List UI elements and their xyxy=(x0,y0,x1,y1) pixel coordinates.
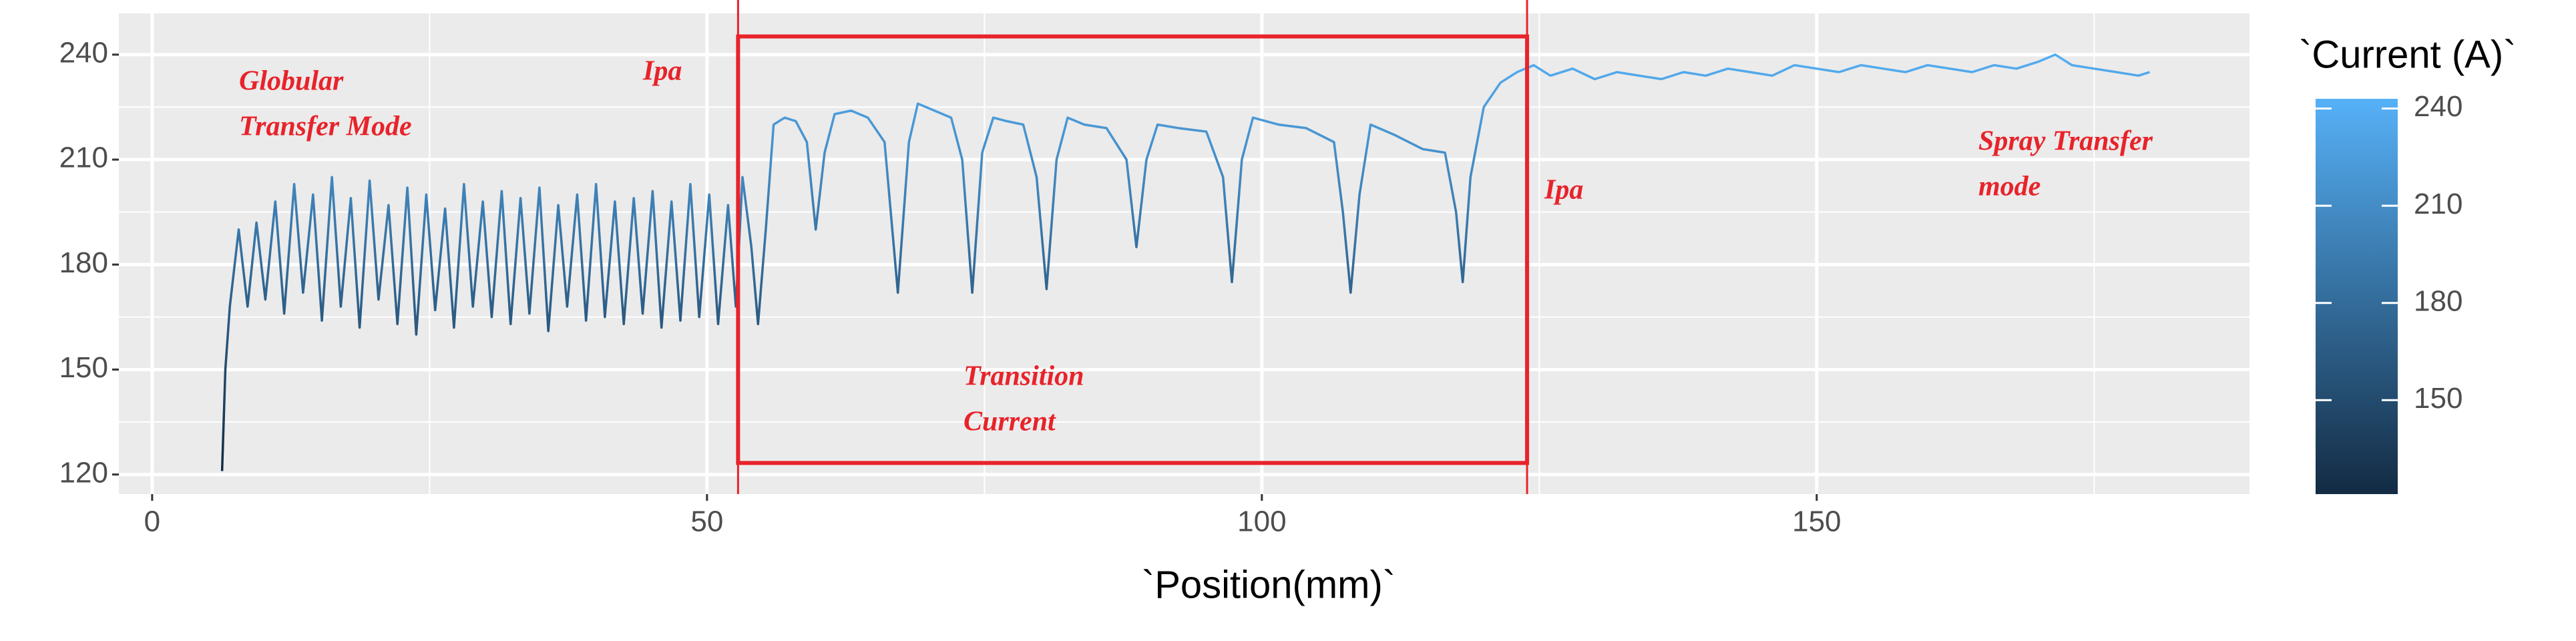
y-tick-label: 240 xyxy=(59,36,108,69)
annotation: Current xyxy=(963,407,1056,437)
y-tick-label: 210 xyxy=(59,142,108,174)
y-tick-label: 180 xyxy=(59,246,108,279)
x-axis-title: `Position(mm)` xyxy=(1142,563,1396,606)
data-line xyxy=(220,53,2150,471)
y-tick-label: 150 xyxy=(59,351,108,384)
colorbar xyxy=(2316,99,2398,494)
annotation: mode xyxy=(1978,172,2041,202)
annotation: Globular xyxy=(239,66,344,97)
plot-panel xyxy=(119,13,2249,494)
x-tick-label: 150 xyxy=(1792,505,1841,538)
colorbar-label: 150 xyxy=(2414,382,2462,415)
colorbar-label: 240 xyxy=(2414,90,2462,123)
annotation: Spray Transfer xyxy=(1978,126,2153,157)
colorbar-label: 210 xyxy=(2414,188,2462,220)
colorbar-label: 180 xyxy=(2414,284,2462,317)
annotation: Ipa xyxy=(642,56,682,87)
y-tick-label: 120 xyxy=(59,456,108,489)
annotation: Ipa xyxy=(1544,175,1583,206)
legend-title: `Current (A)` xyxy=(2299,33,2516,76)
x-tick-label: 100 xyxy=(1237,505,1286,538)
x-tick-label: 0 xyxy=(144,505,160,538)
annotation: Transition xyxy=(963,361,1084,392)
annotation: Transfer Mode xyxy=(239,112,412,142)
x-tick-label: 50 xyxy=(690,505,723,538)
